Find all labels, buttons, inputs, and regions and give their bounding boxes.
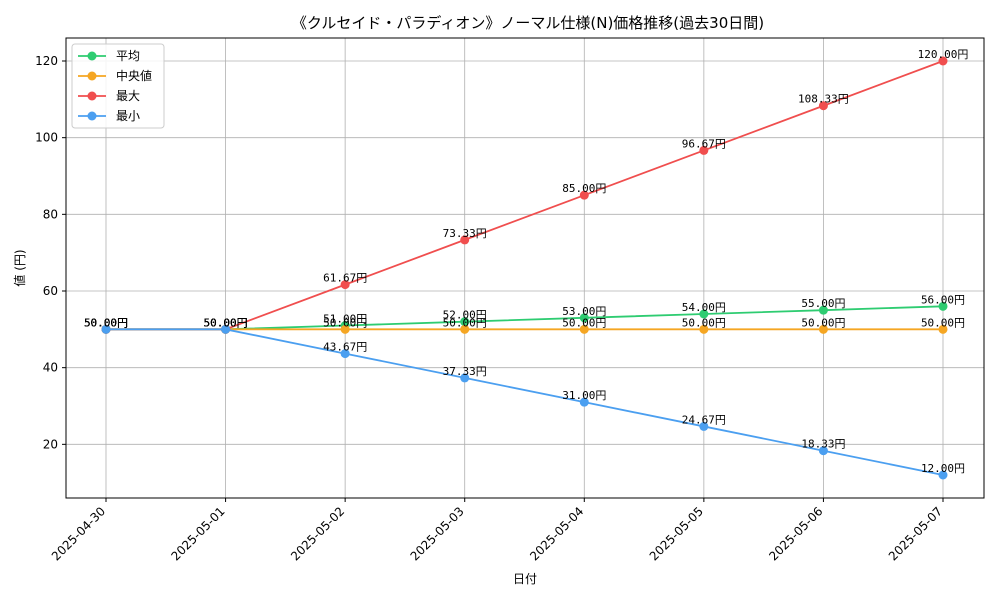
data-label: 18.33円 — [801, 438, 845, 451]
series-layer — [101, 56, 948, 480]
data-label: 50.00円 — [84, 316, 128, 329]
legend-item: 中央値 — [78, 68, 152, 83]
series-最小 — [101, 324, 948, 480]
data-point — [699, 421, 709, 431]
data-point — [101, 324, 111, 334]
x-tick-label: 2025-04-30 — [49, 504, 108, 563]
data-label: 61.67円 — [323, 272, 367, 285]
data-label: 43.67円 — [323, 341, 367, 354]
data-point — [340, 324, 350, 334]
y-tick-label: 60 — [43, 284, 58, 298]
legend-label: 最小 — [116, 109, 140, 123]
series-line — [106, 328, 944, 476]
data-point — [579, 313, 589, 323]
data-label: 50.00円 — [204, 316, 248, 329]
data-label: 50.00円 — [443, 316, 487, 329]
data-label: 50.00円 — [84, 316, 128, 329]
x-tick-label: 2025-05-01 — [168, 504, 227, 563]
data-point — [460, 317, 470, 327]
series-中央値 — [101, 324, 948, 334]
data-label: 52.00円 — [443, 309, 487, 322]
data-label: 50.00円 — [921, 316, 965, 329]
x-axis-label: 日付 — [513, 572, 537, 586]
data-label: 51.00円 — [323, 313, 367, 326]
data-point — [699, 324, 709, 334]
data-label: 53.00円 — [562, 305, 606, 318]
y-tick-label: 120 — [35, 54, 58, 68]
plot-frame — [65, 37, 985, 499]
legend-swatch-marker — [87, 111, 97, 121]
data-point — [938, 56, 948, 66]
x-tick-label: 2025-05-05 — [647, 504, 706, 563]
data-label: 73.33円 — [443, 227, 487, 240]
data-point — [818, 324, 828, 334]
data-label: 120.00円 — [918, 48, 969, 61]
y-axis-label: 値 (円) — [12, 249, 27, 286]
y-tick-label: 20 — [43, 437, 58, 451]
data-label: 24.67円 — [682, 413, 726, 426]
x-tick-label: 2025-05-04 — [527, 504, 586, 563]
data-point — [579, 397, 589, 407]
data-labels: 50.00円 50.00円 51.00円 52.00円 53.00円 54.00円 55.0… — [84, 48, 968, 475]
data-point — [938, 470, 948, 480]
data-label: 50.00円 — [682, 316, 726, 329]
data-label: 50.00円 — [323, 316, 367, 329]
y-tick-label: 80 — [43, 207, 58, 221]
data-point — [818, 101, 828, 111]
legend-item: 最大 — [78, 89, 140, 103]
data-label: 50.00円 — [204, 316, 248, 329]
data-label: 50.00円 — [801, 316, 845, 329]
data-label: 96.67円 — [682, 137, 726, 150]
data-label: 37.33円 — [443, 365, 487, 378]
y-tick-label: 100 — [35, 131, 58, 145]
data-label: 31.00円 — [562, 389, 606, 402]
x-tick-label: 2025-05-02 — [288, 504, 347, 563]
data-point — [818, 446, 828, 456]
data-label: 54.00円 — [682, 301, 726, 314]
legend-swatch-marker — [87, 71, 97, 81]
series-line — [106, 60, 944, 331]
data-label: 12.00円 — [921, 462, 965, 475]
data-label: 85.00円 — [562, 182, 606, 195]
legend-item: 平均 — [78, 49, 140, 63]
data-point — [340, 280, 350, 290]
data-label: 108.33円 — [798, 93, 849, 106]
data-point — [938, 324, 948, 334]
legend-label: 中央値 — [116, 68, 152, 83]
data-point — [460, 324, 470, 334]
data-point — [460, 235, 470, 245]
data-label: 55.00円 — [801, 297, 845, 310]
data-point — [938, 301, 948, 311]
legend-label: 最大 — [116, 89, 140, 103]
data-point — [579, 190, 589, 200]
x-tick-label: 2025-05-07 — [886, 504, 945, 563]
data-point — [340, 349, 350, 359]
data-point — [699, 309, 709, 319]
data-label: 50.00円 — [204, 316, 248, 329]
grid — [66, 38, 984, 498]
legend-swatch-marker — [87, 51, 97, 61]
y-tick-label: 40 — [43, 361, 58, 375]
legend-swatch-marker — [87, 91, 97, 101]
x-tick-label: 2025-05-06 — [766, 504, 825, 563]
data-label: 50.00円 — [204, 316, 248, 329]
data-point — [579, 324, 589, 334]
data-label: 56.00円 — [921, 293, 965, 306]
legend-label: 平均 — [116, 49, 140, 63]
data-point — [699, 145, 709, 155]
data-point — [460, 373, 470, 383]
legend-item: 最小 — [78, 109, 140, 123]
x-tick-label: 2025-05-03 — [408, 504, 467, 563]
data-label: 50.00円 — [84, 316, 128, 329]
data-point — [221, 324, 231, 334]
legend-box — [71, 43, 165, 129]
data-label: 50.00円 — [562, 316, 606, 329]
chart-title: 《クルセイド・パラディオン》ノーマル仕様(N)価格推移(過去30日間) — [292, 14, 764, 32]
data-point — [818, 305, 828, 315]
data-label: 50.00円 — [84, 316, 128, 329]
